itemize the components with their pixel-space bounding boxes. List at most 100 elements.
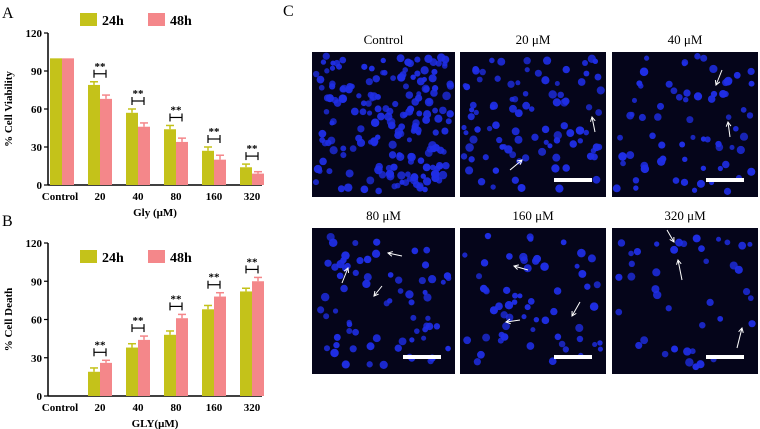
micrograph-grid: Control 20 μM 40 μM 80 μM 160 μM 320 μM [312,32,758,374]
cell-nucleus [469,101,477,109]
cell-nucleus [388,140,397,149]
cell-nucleus [680,240,688,248]
x-tick-label: 40 [133,402,145,414]
cell-nucleus [473,358,481,366]
cell-nucleus [592,341,598,348]
cell-nucleus [583,129,590,136]
y-tick-label: 90 [31,66,43,78]
cell-nucleus [509,104,517,113]
nuclei-layer [462,232,603,366]
micrograph-title: 40 μM [668,32,703,47]
cell-nucleus [411,122,419,131]
cell-nucleus [385,169,395,179]
scale-bar [706,355,744,359]
cell-nucleus [671,345,679,353]
cell-nucleus [670,87,678,95]
cell-nucleus [541,125,550,134]
cell-nucleus [336,260,345,269]
cell-nucleus [430,89,438,97]
cell-nucleus [360,185,369,194]
cell-nucleus [320,59,327,65]
cell-nucleus [345,85,353,94]
cell-nucleus [489,306,498,315]
micrograph-title: 320 μM [664,208,706,223]
cell-nucleus [430,169,440,179]
cell-nucleus [615,273,623,281]
y-tick-label: 0 [37,391,43,403]
bar-24h-320 [240,291,252,396]
cell-nucleus [341,251,350,260]
cell-nucleus [747,295,754,302]
cell-nucleus [312,70,320,78]
bar-48h-320 [252,281,264,396]
nuclei-layer [460,54,605,193]
cell-nucleus [699,321,706,329]
cell-nucleus [520,256,529,265]
cell-nucleus [394,276,403,284]
x-tick-label: Control [42,191,78,203]
cell-nucleus [679,141,686,148]
cell-nucleus [366,176,375,185]
micrograph-title: 160 μM [512,208,554,223]
cell-nucleus [672,177,680,184]
cell-nucleus [661,350,669,358]
cell-nucleus [748,320,756,328]
cell-nucleus [324,259,332,267]
cell-nucleus [617,239,626,247]
arrow-icon [505,319,521,323]
significance-label: ** [95,339,107,351]
cell-nucleus [747,67,755,76]
cell-nucleus [407,152,415,161]
bar-24h-20 [88,371,100,396]
micrograph-5: 160 μM [460,208,606,374]
cell-nucleus [362,279,371,289]
x-axis-label: Gly (μM) [133,207,177,219]
cell-nucleus [628,260,635,267]
bar-24h-40 [126,347,138,396]
cell-nucleus [534,69,542,77]
cell-nucleus [489,101,498,110]
cell-nucleus [336,272,344,280]
arrow-icon [373,285,383,297]
cell-nucleus [635,341,643,349]
arrow-icon [736,327,743,349]
cell-nucleus [484,232,492,240]
cell-nucleus [715,143,724,152]
cell-nucleus [327,136,336,145]
cell-nucleus [331,263,339,271]
cell-nucleus [589,302,599,311]
cell-nucleus [522,101,531,110]
cell-nucleus [553,287,562,295]
cell-nucleus [367,91,374,99]
y-tick-label: 30 [31,142,43,154]
legend-swatch-48h [148,13,165,26]
significance-label: ** [247,256,259,268]
legend-label-48h: 48h [170,14,192,29]
cell-nucleus [729,144,735,150]
cell-nucleus [514,109,523,118]
bar-24h-20 [88,84,100,185]
arrow-icon [571,301,581,317]
cell-nucleus [425,315,431,321]
bar-48h-320 [252,173,264,185]
cell-nucleus [446,110,454,118]
cell-nucleus [328,83,336,90]
cell-nucleus [406,137,412,143]
cell-nucleus [329,146,338,155]
cell-nucleus [585,104,593,111]
cell-nucleus [366,342,375,351]
cell-nucleus [582,60,588,67]
panel-label-b: B [2,213,13,230]
cell-nucleus [366,361,373,368]
cell-nucleus [615,308,623,316]
cell-nucleus [410,314,417,321]
bar-48h-20 [100,98,112,185]
cell-nucleus [377,112,385,121]
cell-nucleus [424,54,433,63]
cell-nucleus [554,333,562,341]
cell-nucleus [317,306,325,314]
micrograph-2: 20 μM [460,32,606,197]
cell-nucleus [436,53,446,62]
legend-swatch-24h [80,13,97,26]
cell-nucleus [394,344,402,352]
